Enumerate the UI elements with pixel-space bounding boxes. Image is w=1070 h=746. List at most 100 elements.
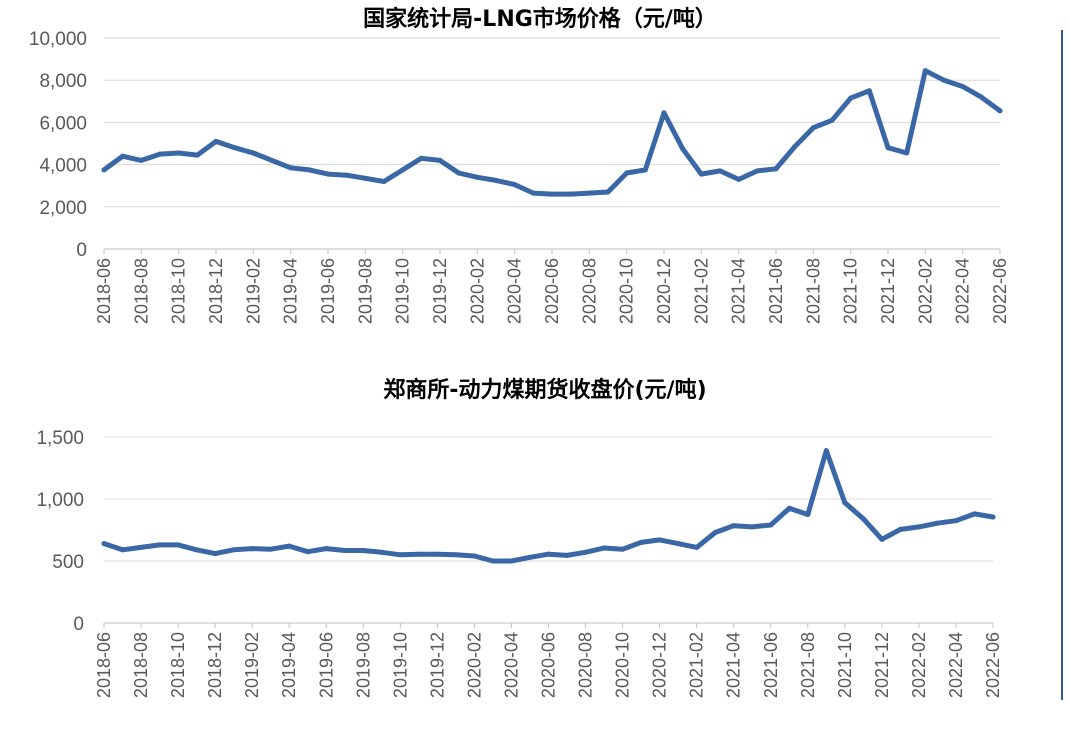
data-point [213, 138, 219, 144]
data-point [934, 520, 940, 526]
data-point [512, 182, 518, 188]
data-point [879, 536, 885, 542]
x-tick-label: 2019-04 [279, 632, 299, 698]
x-tick-label: 2020-04 [505, 258, 525, 324]
x-tick-label: 2020-02 [464, 632, 484, 698]
y-tick-label: 500 [52, 552, 84, 573]
data-point [194, 547, 200, 553]
data-point [583, 549, 589, 555]
data-point [381, 178, 387, 184]
y-tick-label: 6,000 [39, 113, 87, 134]
data-point [286, 543, 292, 549]
data-point [885, 145, 891, 151]
x-tick-label: 2020-10 [617, 258, 637, 324]
data-point [624, 170, 630, 176]
data-point [453, 552, 459, 558]
y-tick-label: 0 [73, 614, 84, 635]
data-point [397, 552, 403, 558]
data-point [904, 150, 910, 156]
data-point [694, 544, 700, 550]
data-point [848, 95, 854, 101]
data-point [342, 547, 348, 553]
data-point [971, 511, 977, 517]
x-tick-label: 2022-06 [983, 632, 1003, 698]
x-tick-label: 2022-02 [909, 632, 929, 698]
data-point [101, 541, 107, 547]
data-point [916, 524, 922, 530]
data-point [810, 125, 816, 131]
data-point [680, 146, 686, 152]
data-point [138, 544, 144, 550]
data-point [474, 174, 480, 180]
data-point [268, 546, 274, 552]
y-tick-label: 8,000 [39, 71, 87, 92]
data-point [250, 150, 256, 156]
data-point [712, 529, 718, 535]
x-tick-label: 2018-06 [94, 258, 114, 324]
x-tick-label: 2022-02 [915, 258, 935, 324]
data-point [212, 551, 218, 557]
x-tick-label: 2021-12 [878, 258, 898, 324]
data-point [768, 522, 774, 528]
data-point [941, 77, 947, 83]
data-point [922, 68, 928, 74]
x-tick-label: 2018-12 [205, 632, 225, 698]
data-point [362, 175, 368, 181]
data-point [175, 542, 181, 548]
data-point [717, 168, 723, 174]
data-point [305, 549, 311, 555]
data-point [990, 514, 996, 520]
data-point [101, 167, 107, 173]
x-tick-label: 2019-02 [243, 258, 263, 324]
data-point [546, 551, 551, 557]
x-tick-label: 2022-04 [946, 632, 966, 698]
y-tick-label: 2,000 [39, 198, 87, 219]
data-point [360, 547, 366, 553]
data-point [749, 524, 755, 530]
chart-title: 国家统计局-LNG市场价格（元/吨） [363, 6, 717, 32]
x-tick-label: 2021-10 [841, 258, 861, 324]
x-tick-label: 2018-10 [168, 632, 188, 698]
data-point [897, 526, 903, 532]
x-tick-label: 2020-02 [467, 258, 487, 324]
x-tick-label: 2021-02 [687, 632, 707, 698]
data-point [805, 512, 811, 517]
data-point [638, 539, 644, 545]
x-tick-label: 2021-12 [872, 632, 892, 698]
data-point [138, 157, 144, 163]
data-point [493, 177, 499, 183]
x-tick-label: 2018-12 [206, 258, 226, 324]
data-point [269, 157, 275, 163]
data-point [231, 547, 237, 553]
data-point [434, 551, 440, 557]
x-tick-label: 2019-06 [318, 258, 338, 324]
data-point [549, 191, 555, 197]
data-point [194, 152, 200, 158]
data-point [601, 545, 607, 551]
data-point [731, 523, 737, 529]
data-point [456, 170, 462, 176]
x-tick-label: 2020-04 [501, 632, 521, 698]
data-point [586, 190, 592, 196]
data-point [786, 505, 792, 511]
x-tick-label: 2020-08 [576, 632, 596, 698]
data-point [829, 117, 835, 123]
x-tick-label: 2021-08 [798, 632, 818, 698]
x-tick-label: 2020-10 [613, 632, 633, 698]
series-line [101, 68, 1003, 197]
data-point [842, 500, 848, 506]
y-tick-label: 1,000 [36, 490, 84, 511]
data-point [416, 551, 422, 557]
lng-price-chart: 国家统计局-LNG市场价格（元/吨） 0 2,000 4,000 6,000 8,000… [29, 6, 1010, 324]
data-point [176, 150, 182, 156]
x-tick-label: 2020-12 [650, 632, 670, 698]
data-point [661, 110, 667, 116]
data-point [953, 518, 959, 524]
data-point [232, 145, 238, 151]
data-point [490, 558, 496, 564]
data-point [605, 189, 611, 195]
x-tick-label: 2021-06 [761, 632, 781, 698]
data-point [675, 541, 681, 547]
data-point [978, 94, 984, 100]
data-point [508, 558, 514, 564]
